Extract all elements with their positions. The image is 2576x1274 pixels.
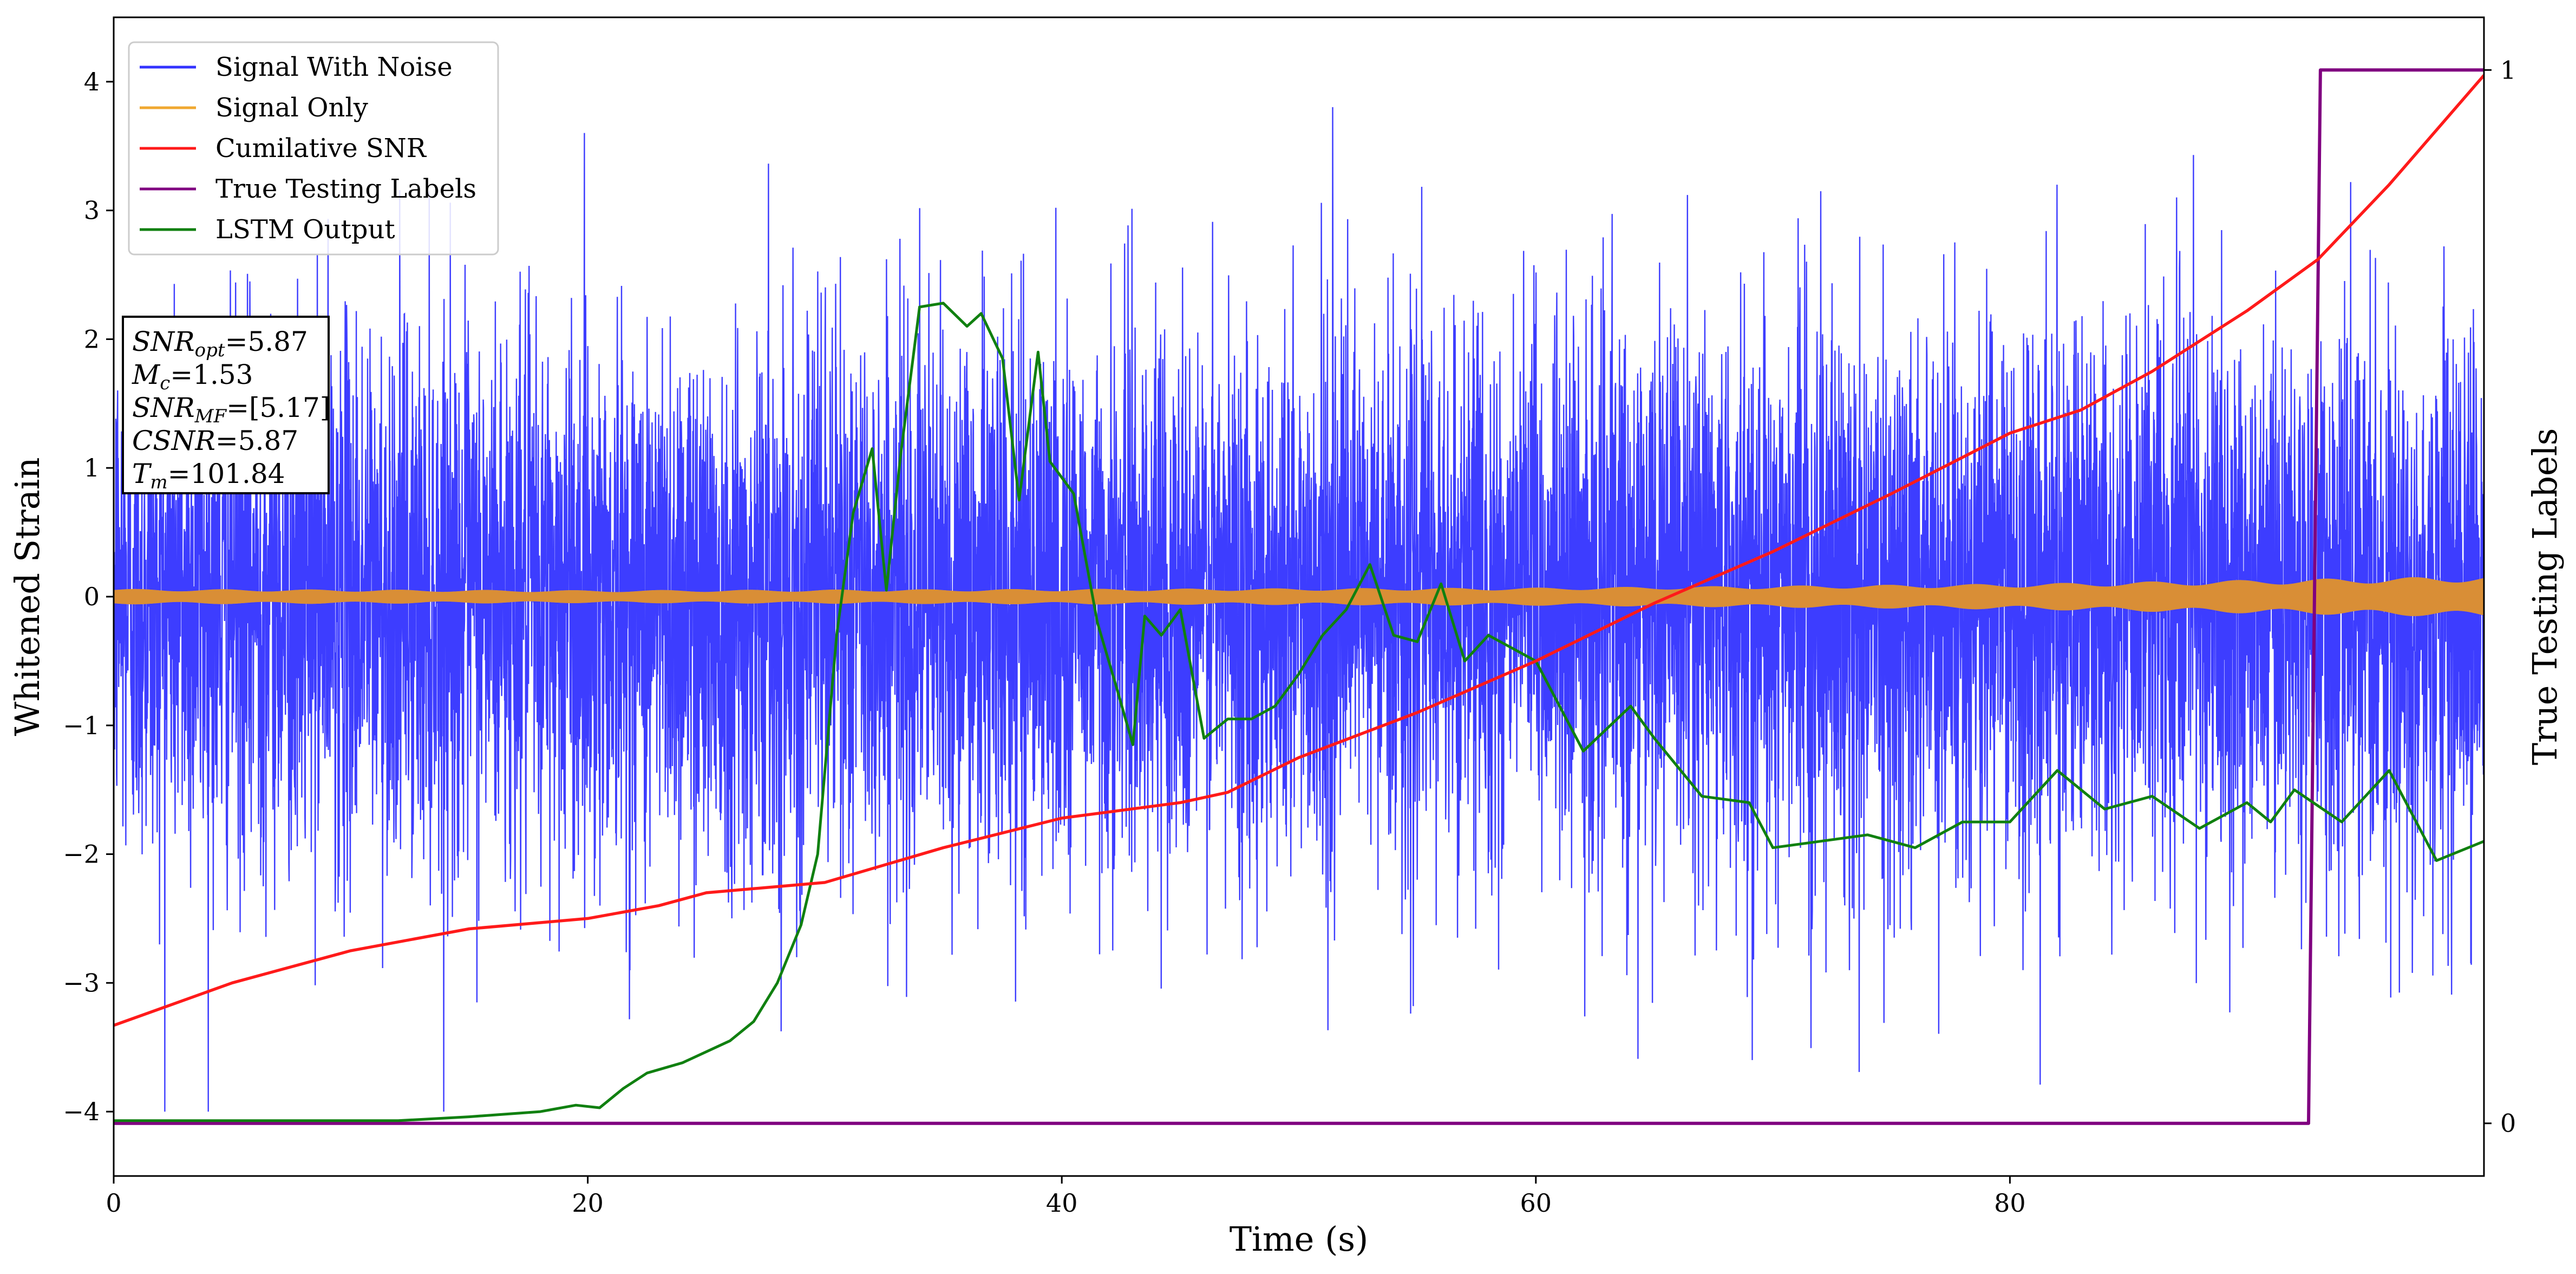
x-tick-label: 20	[572, 1188, 604, 1218]
signal-only-series	[114, 577, 2484, 616]
true-testing-labels-line	[114, 68, 2484, 1125]
legend-box	[128, 41, 499, 256]
y2-tick-label: 0	[2500, 1109, 2516, 1138]
legend-label: LSTM Output	[215, 214, 395, 245]
info-box-line: CSNR=5.87	[132, 425, 298, 456]
x-axis-title: Time (s)	[1230, 1219, 1369, 1259]
y-tick-label: −1	[63, 711, 100, 740]
x-tick-label: 40	[1046, 1188, 1078, 1218]
y-tick-label: −4	[63, 1097, 100, 1126]
signal-with-noise-line	[114, 107, 2484, 1112]
y-tick-label: 1	[84, 453, 100, 482]
x-tick-label: 0	[106, 1188, 121, 1218]
signal-with-noise-series	[114, 107, 2484, 1112]
y-tick-label: −3	[63, 968, 100, 997]
legend-label: True Testing Labels	[215, 174, 476, 204]
y-tick-label: 3	[84, 196, 100, 225]
legend-label: Cumilative SNR	[215, 133, 427, 164]
x-axis: 0 20 40 60 80	[106, 1176, 2026, 1218]
legend: Signal With Noise Signal Only Cumilative S…	[128, 41, 499, 256]
y-tick-label: 4	[84, 67, 100, 96]
signal-only-line	[114, 577, 2484, 616]
y-tick-label: −2	[63, 840, 100, 869]
plot-area	[114, 68, 2484, 1125]
legend-label: Signal Only	[215, 93, 368, 123]
x-tick-label: 60	[1520, 1188, 1552, 1218]
info-box-line: SNRopt=5.87	[132, 326, 308, 361]
info-box-line: Mc=1.53	[132, 359, 253, 394]
y2-axis-title: True Testing Labels	[2525, 428, 2565, 766]
parameter-info-box: SNRopt=5.87Mc=1.53SNRMF=[5.17]CSNR=5.87T…	[122, 316, 330, 494]
info-box-frame	[122, 316, 330, 494]
info-box-line: Tm=101.84	[132, 458, 285, 493]
lstm-output-line	[114, 302, 2484, 1122]
legend-label: Signal With Noise	[215, 52, 453, 82]
y-axis-right: 01	[2484, 55, 2516, 1138]
y-axis-left: −4 −3 −2 −1 0 1 2 3 4	[63, 67, 114, 1126]
line-series-group	[114, 68, 2484, 1125]
y2-tick-label: 1	[2500, 55, 2516, 84]
cumulative-snr-line	[114, 74, 2484, 1027]
x-tick-label: 80	[1994, 1188, 2026, 1218]
info-box-line: SNRMF=[5.17]	[132, 392, 330, 427]
y-tick-label: 2	[84, 324, 100, 354]
y-axis-title: Whitened Strain	[8, 458, 47, 736]
y-tick-label: 0	[84, 582, 100, 611]
